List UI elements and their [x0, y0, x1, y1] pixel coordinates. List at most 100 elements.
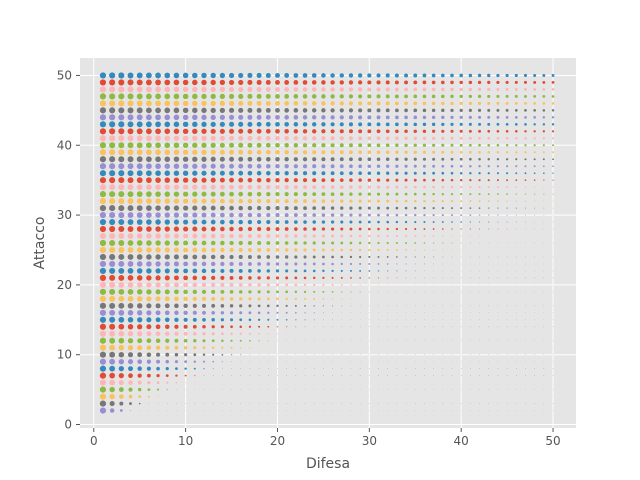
data-point	[155, 282, 161, 288]
data-point	[368, 333, 370, 335]
data-point	[487, 87, 491, 92]
data-point	[432, 171, 436, 175]
data-point	[543, 375, 545, 376]
data-point	[118, 156, 125, 163]
data-point	[395, 143, 399, 147]
data-point	[118, 149, 125, 156]
data-point	[358, 192, 362, 196]
data-point	[534, 291, 536, 293]
data-point	[166, 410, 168, 411]
data-point	[442, 340, 444, 342]
data-point	[164, 121, 171, 128]
data-point	[118, 198, 125, 205]
data-point	[239, 318, 243, 322]
data-point	[175, 367, 178, 371]
data-point	[451, 375, 453, 376]
data-point	[368, 354, 370, 356]
data-point	[497, 319, 499, 321]
data-point	[312, 248, 316, 252]
data-point	[552, 396, 554, 397]
data-point	[413, 80, 418, 85]
data-point	[238, 226, 243, 232]
data-point	[424, 291, 425, 293]
data-point	[201, 100, 207, 107]
data-point	[534, 221, 536, 223]
data-point	[127, 338, 134, 344]
data-point	[470, 305, 471, 307]
data-point	[441, 185, 445, 189]
data-point	[321, 248, 325, 252]
data-point	[302, 171, 308, 176]
data-point	[275, 206, 280, 211]
data-point	[118, 128, 125, 135]
data-point	[109, 344, 116, 351]
data-point	[155, 254, 161, 260]
data-point	[350, 326, 352, 328]
data-point	[267, 325, 270, 328]
data-point	[496, 94, 500, 98]
data-point	[468, 108, 472, 112]
data-point	[164, 303, 170, 309]
data-point	[377, 227, 380, 231]
data-point	[413, 171, 417, 175]
data-point	[127, 93, 134, 100]
data-point	[164, 282, 170, 288]
data-point	[341, 305, 343, 307]
data-point	[432, 185, 435, 189]
data-point	[349, 213, 353, 217]
data-point	[294, 248, 298, 252]
data-point	[267, 318, 270, 321]
data-point	[302, 143, 308, 148]
data-point	[376, 192, 381, 196]
data-point	[136, 240, 143, 246]
data-point	[441, 108, 445, 113]
data-point	[294, 262, 298, 266]
data-point	[350, 312, 352, 314]
data-point	[155, 226, 161, 232]
data-point	[433, 284, 434, 286]
data-point	[478, 200, 481, 203]
data-point	[450, 136, 454, 140]
data-point	[348, 108, 354, 113]
data-point	[424, 389, 425, 390]
data-point	[385, 150, 390, 154]
data-point	[201, 289, 207, 294]
data-point	[350, 333, 352, 335]
data-point	[304, 403, 306, 404]
data-point	[404, 129, 408, 134]
data-point	[414, 228, 417, 231]
data-point	[155, 163, 161, 170]
data-point	[284, 80, 290, 85]
data-point	[238, 156, 244, 162]
data-point	[525, 242, 526, 244]
data-point	[267, 311, 270, 314]
data-point	[155, 184, 161, 190]
data-point	[248, 269, 252, 273]
data-point	[258, 347, 260, 349]
data-point	[441, 207, 444, 210]
data-point	[378, 347, 379, 349]
data-point	[414, 298, 416, 300]
data-point	[496, 101, 500, 105]
data-point	[99, 198, 107, 205]
data-point	[293, 101, 299, 106]
data-point	[136, 261, 143, 267]
data-point	[470, 284, 471, 286]
data-point	[323, 354, 324, 356]
data-point	[257, 304, 261, 308]
data-point	[211, 268, 216, 274]
data-point	[515, 228, 517, 230]
data-point	[118, 288, 125, 295]
data-point	[331, 276, 334, 279]
data-point	[332, 305, 334, 307]
data-point	[432, 249, 435, 251]
data-point	[275, 178, 280, 183]
data-point	[459, 143, 463, 147]
data-point	[534, 403, 536, 404]
data-point	[396, 354, 398, 356]
data-point	[331, 227, 335, 231]
data-point	[497, 242, 499, 244]
data-point	[331, 255, 334, 259]
data-point	[265, 107, 271, 113]
data-point	[488, 242, 490, 244]
